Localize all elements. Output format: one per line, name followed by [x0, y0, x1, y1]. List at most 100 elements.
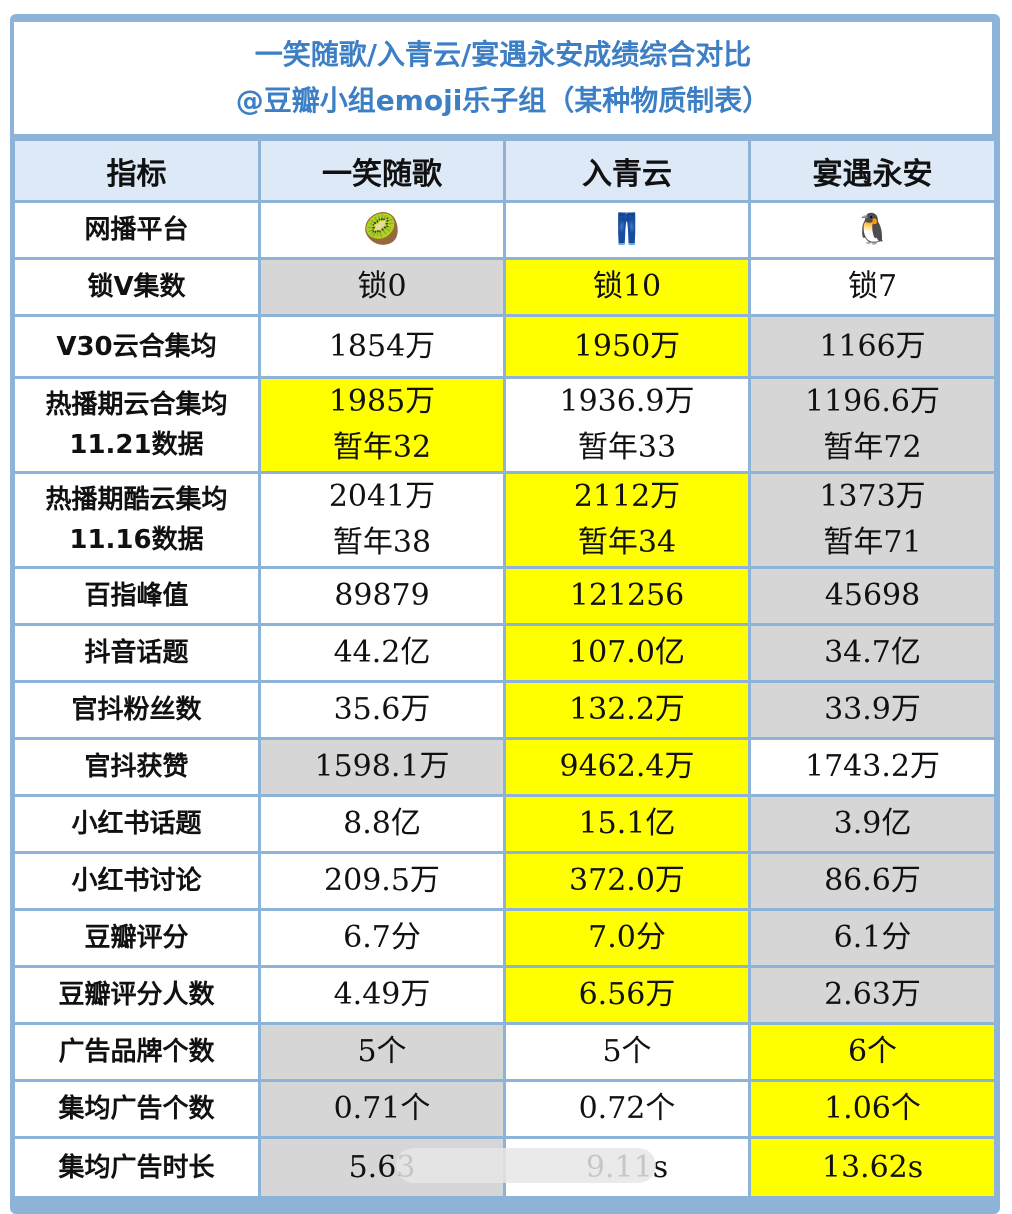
metric-label-line: 小红书话题 [71, 809, 202, 839]
value-cell: 3.9亿 [748, 794, 997, 854]
metric-label: 豆瓣评分 [12, 908, 261, 968]
table-row: 抖音话题 44.2亿 107.0亿 34.7亿 [12, 623, 997, 683]
metric-label: 小红书讨论 [12, 851, 261, 911]
metric-label: 集均广告时长 [12, 1136, 261, 1199]
title-box: 一笑随歌/入青云/宴遇永安成绩综合对比 @豆瓣小组emoji乐子组（某种物质制表… [14, 22, 992, 134]
metric-label: 官抖获赞 [12, 737, 261, 797]
value-line: 44.2亿 [333, 635, 431, 670]
value-cell: 6.56万 [503, 965, 751, 1025]
value-cell: 1166万 [748, 314, 997, 379]
table-row: 小红书讨论 209.5万 372.0万 86.6万 [12, 851, 997, 911]
metric-label-line: 11.21数据 [69, 430, 204, 460]
value-cell: 4.49万 [258, 965, 506, 1025]
value-cell: 锁0 [258, 257, 506, 317]
value-cell: 1854万 [258, 314, 506, 379]
value-cell: 1936.9万 暂年33 [503, 376, 751, 474]
value-cell: 1743.2万 [748, 737, 997, 797]
value-line: 0.72个 [578, 1091, 676, 1126]
penguin-icon: 🐧 [748, 200, 997, 260]
kiwi-icon: 🥝 [258, 200, 506, 260]
table-row: 集均广告个数 0.71个 0.72个 1.06个 [12, 1079, 997, 1139]
value-cell: 132.2万 [503, 680, 751, 740]
metric-label-line: V30云合集均 [56, 331, 217, 362]
value-cell: 209.5万 [258, 851, 506, 911]
metric-label-line: 热播期云合集均 [45, 390, 228, 420]
value-line: 1936.9万 [559, 384, 695, 419]
value-line: 1.06个 [824, 1091, 921, 1126]
value-cell: 6.7分 [258, 908, 506, 968]
value-line: 暂年32 [332, 430, 432, 465]
value-line: 13.62s [821, 1149, 924, 1185]
page-title: 一笑随歌/入青云/宴遇永安成绩综合对比 [254, 38, 752, 71]
value-cell: 6个 [748, 1022, 997, 1082]
metric-label-line: 抖音话题 [84, 638, 189, 668]
metric-label-line: 官抖粉丝数 [71, 695, 202, 725]
page-subtitle: @豆瓣小组emoji乐子组（某种物质制表） [235, 84, 771, 117]
value-line: 1373万 [819, 479, 926, 514]
value-line: 89879 [334, 578, 430, 613]
value-line: 暂年38 [332, 525, 432, 560]
value-line: 209.5万 [324, 863, 440, 898]
value-cell: 89879 [258, 566, 506, 626]
value-line: 暂年71 [823, 525, 922, 560]
table-row: 官抖粉丝数 35.6万 132.2万 33.9万 [12, 680, 997, 740]
value-line: 107.0亿 [569, 635, 685, 670]
metric-label: 网播平台 [12, 200, 261, 260]
value-line: 35.6万 [333, 692, 431, 727]
metric-label: 官抖粉丝数 [12, 680, 261, 740]
value-cell: 121256 [503, 566, 751, 626]
header-show-2: 入青云 [503, 138, 751, 203]
value-line: 6.56万 [578, 977, 676, 1012]
value-cell: 5个 [258, 1022, 506, 1082]
value-cell: 15.1亿 [503, 794, 751, 854]
metric-label: 热播期酷云集均 11.16数据 [12, 471, 261, 569]
metric-label: 小红书话题 [12, 794, 261, 854]
value-cell: 2041万暂年38 [258, 471, 506, 569]
metric-label: 抖音话题 [12, 623, 261, 683]
value-cell: 1950万 [503, 314, 751, 379]
table-row: 网播平台 🥝 👖 🐧 [12, 200, 997, 260]
metric-label: 豆瓣评分人数 [12, 965, 261, 1025]
metric-label: 锁V集数 [12, 257, 261, 317]
table-row: 百指峰值 89879 121256 45698 [12, 566, 997, 626]
value-cell: 1598.1万 [258, 737, 506, 797]
value-line: 1196.6万 [805, 384, 940, 419]
value-cell: 5个 [503, 1022, 751, 1082]
value-cell: 8.8亿 [258, 794, 506, 854]
value-cell: 44.2亿 [258, 623, 506, 683]
value-cell: 1.06个 [748, 1079, 997, 1139]
value-line: 5个 [357, 1034, 407, 1069]
value-line: 33.9万 [824, 692, 921, 727]
jeans-icon: 👖 [503, 200, 751, 260]
value-cell: 1985万暂年32 [258, 376, 506, 474]
metric-label-line: 官抖获赞 [84, 752, 189, 782]
value-cell: 9462.4万 [503, 737, 751, 797]
value-line: 锁10 [592, 269, 662, 304]
metric-label-line: 锁V集数 [87, 272, 186, 302]
penguin-icon: 🐧 [853, 212, 892, 247]
value-line: 8.8亿 [343, 806, 421, 841]
value-line: 1166万 [819, 328, 926, 364]
table-row: 官抖获赞 1598.1万 9462.4万 1743.2万 [12, 737, 997, 797]
table-row: 豆瓣评分 6.7分 7.0分 6.1分 [12, 908, 997, 968]
value-cell: 1196.6万 暂年72 [748, 376, 997, 474]
metric-label-line: 百指峰值 [84, 581, 189, 611]
metric-label-line: 集均广告时长 [58, 1152, 215, 1183]
value-line: 15.1亿 [578, 806, 676, 841]
value-line: 132.2万 [569, 692, 685, 727]
value-cell: 372.0万 [503, 851, 751, 911]
metric-label-line: 豆瓣评分人数 [58, 980, 215, 1010]
table-row: 锁V集数 锁0 锁10 锁7 [12, 257, 997, 317]
value-line: 9462.4万 [559, 749, 695, 784]
value-cell: 锁10 [503, 257, 751, 317]
value-line: 1950万 [573, 328, 681, 364]
metric-label-line: 小红书讨论 [71, 866, 202, 896]
value-line: 暂年33 [577, 430, 677, 465]
value-cell: 2112万 暂年34 [503, 471, 751, 569]
value-line: 暂年34 [577, 525, 677, 560]
header-show-1: 一笑随歌 [258, 138, 506, 203]
jeans-icon: 👖 [608, 212, 646, 247]
table-row: 热播期酷云集均 11.16数据 2041万 暂年38 2112万 暂年34 1373万 暂年7… [12, 471, 997, 569]
value-line: 2041万 [328, 479, 436, 514]
value-line: 1985万 [328, 384, 436, 419]
